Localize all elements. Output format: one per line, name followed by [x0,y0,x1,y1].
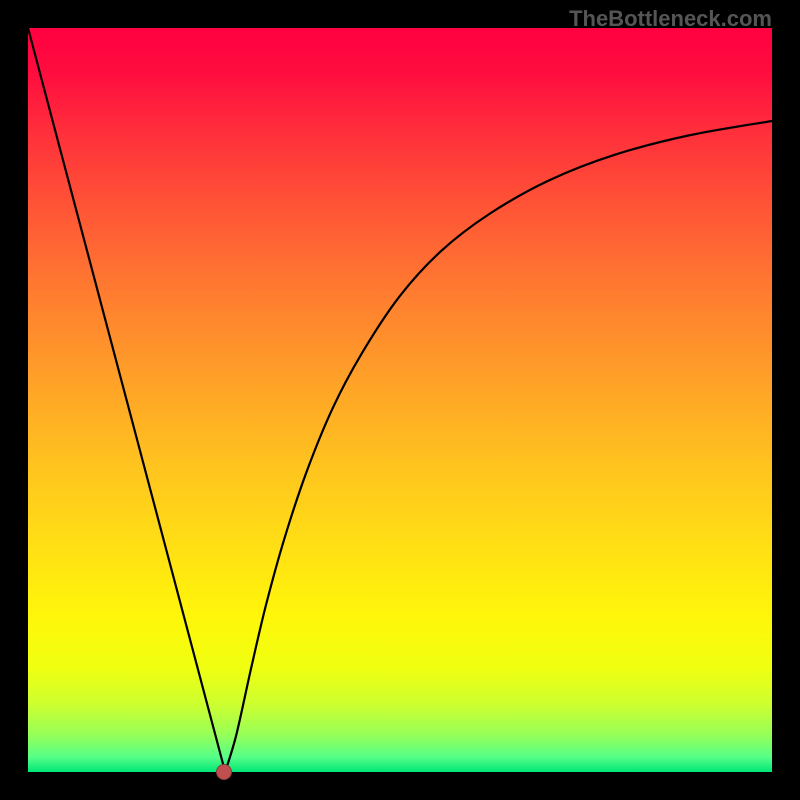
attribution-label: TheBottleneck.com [569,6,772,32]
minimum-marker-icon [216,764,232,780]
bottleneck-curve [28,28,772,772]
plot-area [28,28,772,772]
canvas-root: TheBottleneck.com [0,0,800,800]
